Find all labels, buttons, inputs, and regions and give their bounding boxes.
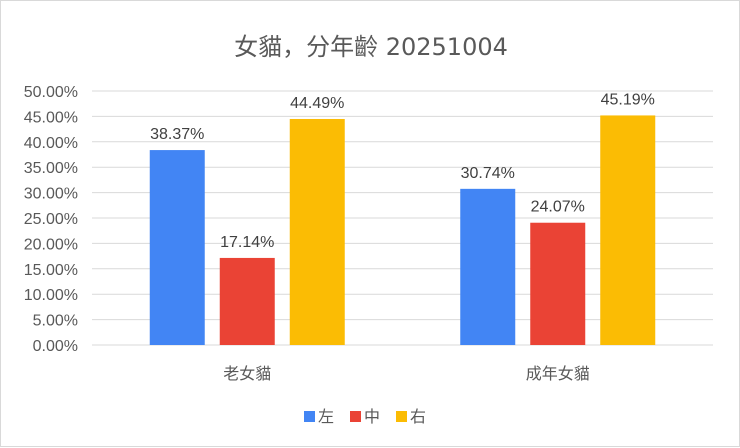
data-label: 45.19% bbox=[601, 91, 655, 108]
data-label: 17.14% bbox=[220, 234, 274, 251]
y-tick-label: 20.00% bbox=[24, 236, 78, 253]
y-tick-label: 50.00% bbox=[24, 84, 78, 101]
legend-swatch bbox=[396, 411, 407, 422]
legend-swatch bbox=[304, 411, 315, 422]
y-tick-label: 5.00% bbox=[33, 313, 78, 330]
legend-label: 中 bbox=[364, 407, 380, 426]
bars bbox=[149, 115, 656, 345]
y-tick-label: 35.00% bbox=[24, 160, 78, 177]
y-tick-label: 45.00% bbox=[24, 109, 78, 126]
bar bbox=[460, 188, 516, 345]
y-tick-label: 25.00% bbox=[24, 211, 78, 228]
legend-label: 左 bbox=[318, 407, 334, 426]
chart-title: 女貓，分年齡 20251004 bbox=[234, 33, 508, 61]
bar bbox=[219, 257, 275, 345]
y-tick-label: 40.00% bbox=[24, 135, 78, 152]
data-label: 44.49% bbox=[290, 95, 344, 112]
legend: 左中右 bbox=[304, 407, 426, 426]
y-tick-label: 10.00% bbox=[24, 287, 78, 304]
y-tick-label: 0.00% bbox=[33, 338, 78, 355]
data-label: 30.74% bbox=[461, 165, 515, 182]
x-axis: 老女貓 成年女貓 bbox=[223, 364, 590, 383]
y-axis: 0.00% 5.00% 10.00% 15.00% 20.00% 25.00% 30.00%… bbox=[24, 84, 78, 355]
data-labels: 38.37% 17.14% 44.49% 30.74% 24.07% 45.19% bbox=[150, 91, 655, 250]
y-tick-label: 30.00% bbox=[24, 186, 78, 203]
y-tick-label: 15.00% bbox=[24, 262, 78, 279]
legend-label: 右 bbox=[410, 407, 426, 426]
bar bbox=[149, 150, 205, 345]
x-category-label: 老女貓 bbox=[223, 364, 271, 383]
bar bbox=[600, 115, 656, 345]
bar bbox=[289, 118, 345, 345]
bar bbox=[530, 222, 586, 345]
data-label: 24.07% bbox=[531, 199, 585, 216]
data-label: 38.37% bbox=[150, 126, 204, 143]
x-category-label: 成年女貓 bbox=[526, 364, 590, 383]
legend-swatch bbox=[350, 411, 361, 422]
